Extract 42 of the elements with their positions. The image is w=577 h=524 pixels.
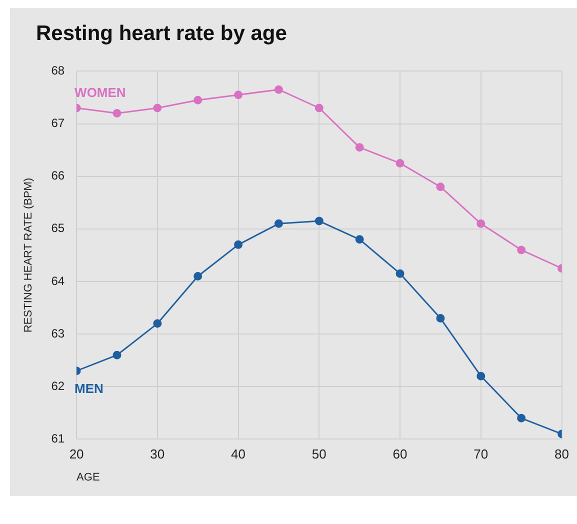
y-tick-label: 66 — [51, 168, 65, 183]
x-tick-label: 50 — [312, 446, 326, 462]
point — [112, 350, 122, 360]
x-tick-label: 30 — [150, 446, 165, 462]
point — [194, 272, 202, 280]
x-tick-label: 60 — [392, 446, 408, 462]
point — [234, 90, 243, 100]
series-label: WOMEN — [74, 85, 126, 100]
point — [153, 319, 162, 328]
point — [112, 109, 122, 118]
x-tick-label: 40 — [231, 446, 246, 462]
point — [476, 219, 486, 228]
point — [517, 414, 526, 422]
series-label: MEN — [74, 380, 104, 396]
y-tick-label: 68 — [51, 64, 65, 78]
point — [355, 235, 364, 244]
point — [234, 240, 243, 249]
x-tick-label: 70 — [474, 446, 488, 462]
x-tick-label: 20 — [69, 446, 84, 462]
x-axis-title: AGE — [76, 471, 100, 484]
point — [476, 372, 486, 380]
y-tick-label: 67 — [51, 116, 65, 130]
y-tick-label: 62 — [51, 378, 65, 393]
point — [274, 85, 283, 94]
point — [436, 314, 445, 323]
point — [153, 104, 162, 112]
point — [194, 96, 202, 104]
point — [396, 158, 404, 168]
y-tick-label: 64 — [51, 274, 65, 288]
point — [274, 219, 283, 228]
x-tick-label: 80 — [554, 446, 570, 462]
point — [517, 246, 526, 254]
y-tick-label: 63 — [51, 326, 65, 340]
point — [314, 104, 324, 112]
y-tick-label: 61 — [51, 432, 65, 446]
y-axis-title: RESTING HEART RATE (BPM) — [22, 178, 35, 333]
chart-title: Resting heart rate by age — [36, 22, 287, 46]
point — [355, 143, 364, 152]
y-tick-label: 65 — [51, 221, 65, 236]
point — [396, 269, 404, 278]
point — [314, 216, 324, 226]
point — [436, 182, 445, 192]
